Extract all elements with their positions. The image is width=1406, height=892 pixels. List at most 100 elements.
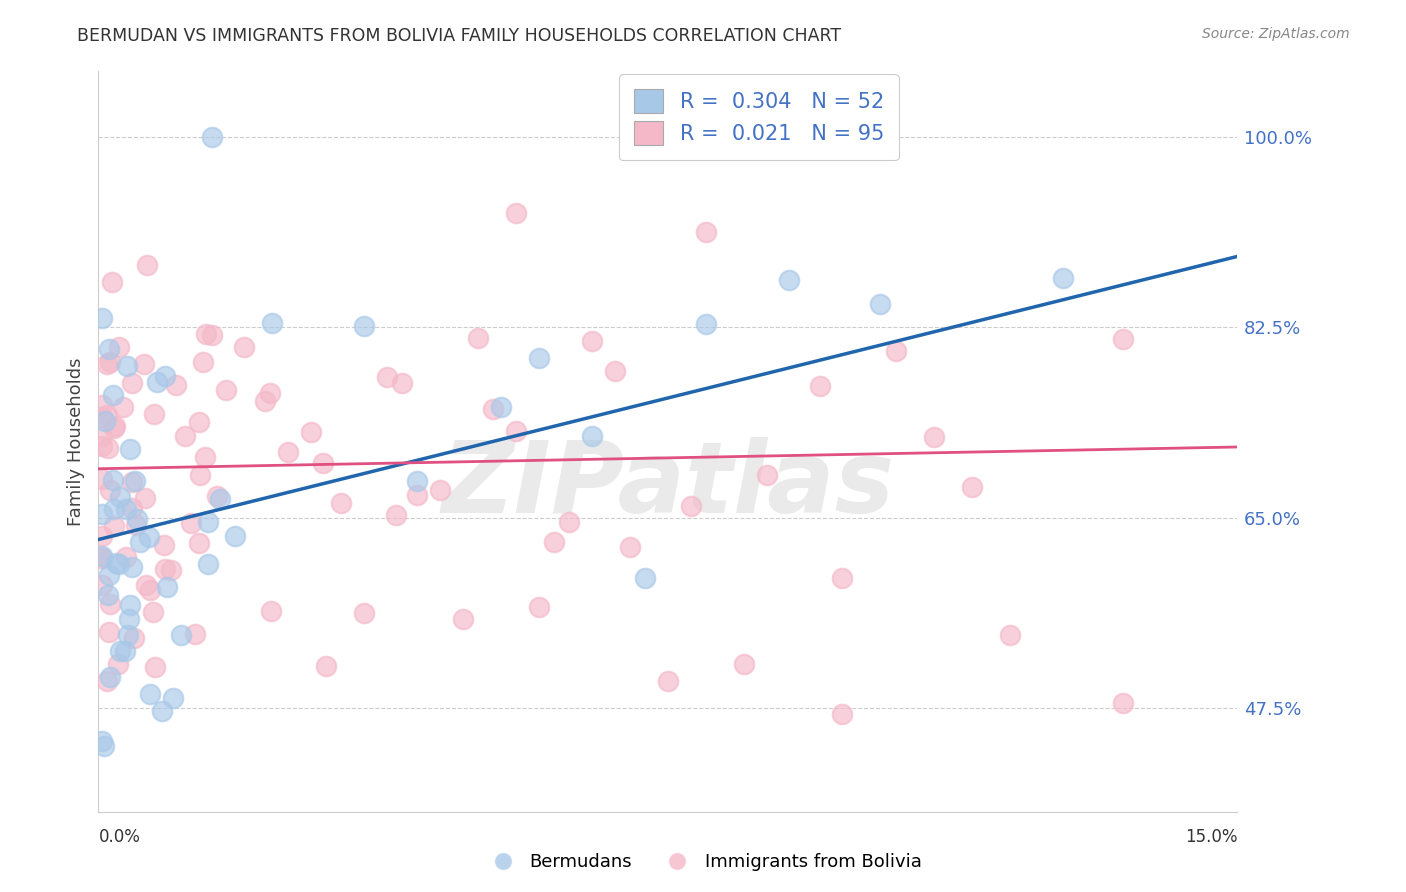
Point <box>467 330 489 344</box>
Point <box>150 704 173 718</box>
Point <box>603 363 626 377</box>
Point <box>657 674 679 689</box>
Point <box>91 550 114 565</box>
Text: 15.0%: 15.0% <box>1185 828 1237 846</box>
Point <box>1112 696 1135 710</box>
Point <box>101 388 124 402</box>
Point <box>97 441 120 455</box>
Point <box>103 519 125 533</box>
Point <box>91 549 114 564</box>
Point <box>262 316 284 330</box>
Point <box>224 529 246 543</box>
Point <box>120 442 142 457</box>
Point <box>808 378 831 392</box>
Point <box>98 355 121 369</box>
Point <box>195 326 218 341</box>
Point <box>922 430 945 444</box>
Point <box>205 489 228 503</box>
Point <box>91 472 114 486</box>
Point <box>96 674 118 689</box>
Point <box>254 394 277 409</box>
Point <box>330 496 353 510</box>
Point <box>482 402 505 417</box>
Point <box>174 429 197 443</box>
Point <box>135 258 157 272</box>
Point <box>277 445 299 459</box>
Point <box>96 588 118 602</box>
Point <box>121 376 143 390</box>
Point <box>139 582 162 597</box>
Point <box>124 475 146 489</box>
Point <box>103 421 125 435</box>
Point <box>117 628 139 642</box>
Point <box>679 499 702 513</box>
Point <box>695 318 717 332</box>
Point <box>385 508 408 523</box>
Point <box>201 129 224 144</box>
Point <box>138 530 160 544</box>
Point <box>103 502 125 516</box>
Point <box>884 344 907 359</box>
Point <box>619 540 641 554</box>
Point <box>91 734 114 748</box>
Point <box>110 490 132 504</box>
Point <box>125 517 148 532</box>
Point <box>98 597 121 611</box>
Point <box>156 580 179 594</box>
Point <box>831 706 853 721</box>
Point <box>135 578 157 592</box>
Point <box>451 612 474 626</box>
Point <box>755 467 778 482</box>
Point <box>91 429 114 443</box>
Point <box>91 439 114 453</box>
Point <box>93 739 115 754</box>
Text: 0.0%: 0.0% <box>98 828 141 846</box>
Text: ZIPatlas: ZIPatlas <box>441 437 894 534</box>
Point <box>489 400 512 414</box>
Point <box>143 660 166 674</box>
Point <box>114 502 136 516</box>
Point <box>180 516 202 530</box>
Point <box>98 670 121 684</box>
Point <box>121 500 143 515</box>
Point <box>259 386 281 401</box>
Point <box>153 562 176 576</box>
Point <box>91 551 114 566</box>
Point <box>91 529 114 543</box>
Point <box>91 398 114 412</box>
Legend: R =  0.304   N = 52, R =  0.021   N = 95: R = 0.304 N = 52, R = 0.021 N = 95 <box>619 74 898 160</box>
Point <box>429 483 451 498</box>
Point <box>960 479 983 493</box>
Point <box>111 401 134 415</box>
Point <box>191 355 214 369</box>
Point <box>118 599 141 613</box>
Point <box>107 657 129 671</box>
Point <box>527 599 550 614</box>
Point <box>505 206 527 220</box>
Point <box>98 624 121 639</box>
Point <box>104 556 127 570</box>
Point <box>391 376 413 391</box>
Point <box>162 690 184 705</box>
Point <box>778 273 800 287</box>
Point <box>146 375 169 389</box>
Point <box>134 491 156 506</box>
Point <box>260 604 283 618</box>
Legend: Bermudans, Immigrants from Bolivia: Bermudans, Immigrants from Bolivia <box>478 847 928 879</box>
Point <box>214 384 236 398</box>
Point <box>184 627 207 641</box>
Point <box>187 415 209 429</box>
Point <box>695 226 717 240</box>
Point <box>160 563 183 577</box>
Point <box>127 512 149 526</box>
Point <box>108 644 131 658</box>
Point <box>209 492 232 507</box>
Point <box>118 612 141 626</box>
Point <box>558 515 581 529</box>
Text: BERMUDAN VS IMMIGRANTS FROM BOLIVIA FAMILY HOUSEHOLDS CORRELATION CHART: BERMUDAN VS IMMIGRANTS FROM BOLIVIA FAMI… <box>77 27 841 45</box>
Point <box>197 515 219 529</box>
Point <box>406 488 429 502</box>
Point <box>91 578 114 592</box>
Point <box>233 340 256 354</box>
Point <box>165 377 187 392</box>
